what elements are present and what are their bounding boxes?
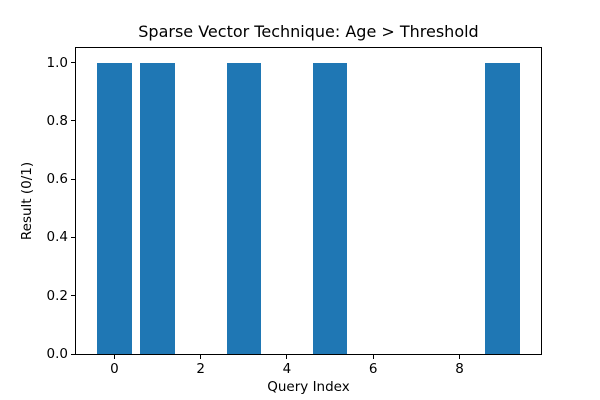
x-tick-label: 6: [368, 361, 378, 377]
y-tick-mark: [71, 295, 75, 297]
y-tick-label: 0.6: [46, 171, 68, 188]
y-tick-label: 1.0: [46, 54, 68, 71]
x-axis-label: Query Index: [267, 379, 350, 395]
y-tick-label: 0.8: [46, 112, 68, 129]
x-tick-mark: [113, 355, 115, 359]
y-tick-label: 0.0: [46, 346, 68, 362]
y-tick-mark: [71, 178, 75, 180]
bars-container: [76, 48, 541, 354]
bar-query-1: [140, 62, 175, 354]
plot-area: [75, 47, 542, 355]
x-tick-mark: [372, 355, 374, 359]
y-tick-mark: [71, 236, 75, 238]
bar-query-5: [312, 62, 348, 354]
chart-title: Sparse Vector Technique: Age > Threshold: [138, 22, 479, 41]
x-tick-label: 8: [455, 361, 464, 377]
y-tick-mark: [71, 353, 75, 355]
x-tick-label: 0: [110, 361, 119, 377]
x-tick-mark: [459, 355, 460, 359]
bar-query-0: [97, 62, 132, 354]
x-tick-mark: [286, 355, 288, 359]
y-tick-label: 0.4: [46, 229, 68, 246]
y-tick-mark: [71, 62, 75, 64]
x-tick-label: 4: [282, 361, 292, 377]
x-tick-mark: [200, 355, 202, 359]
y-tick-label: 0.2: [46, 287, 68, 304]
bar-query-3: [226, 62, 261, 354]
x-tick-label: 2: [196, 361, 205, 377]
bar-query-9: [485, 62, 520, 354]
y-tick-mark: [71, 120, 75, 122]
